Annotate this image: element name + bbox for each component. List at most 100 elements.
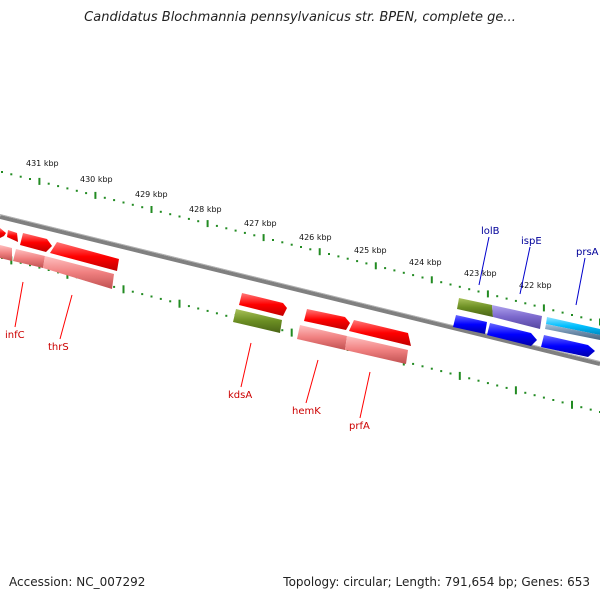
gene-feature[interactable] <box>545 324 600 340</box>
minor-tick <box>159 210 162 213</box>
major-tick <box>542 304 545 312</box>
major-tick <box>94 191 97 199</box>
minor-tick <box>440 370 443 373</box>
gene-feature[interactable] <box>453 315 487 334</box>
gene-feature[interactable] <box>50 242 119 271</box>
minor-tick <box>486 382 489 385</box>
minor-tick <box>113 199 116 202</box>
minor-tick <box>458 285 461 288</box>
minor-tick <box>402 271 405 274</box>
gene-feature[interactable] <box>297 325 347 350</box>
minor-tick <box>215 224 218 227</box>
minor-tick <box>449 283 452 286</box>
minor-tick <box>272 239 274 241</box>
map-title: Candidatus Blochmannia pennsylvanicus st… <box>84 10 516 25</box>
gene-label-prfA[interactable]: prfA <box>349 421 370 432</box>
minor-tick <box>561 401 564 404</box>
leader-line-ispE <box>519 246 531 295</box>
tick-label-429: 429 kbp <box>135 190 168 199</box>
minor-tick <box>103 196 106 199</box>
minor-tick <box>66 187 69 190</box>
minor-tick <box>197 307 200 310</box>
genome-backbone <box>0 215 600 366</box>
minor-tick <box>365 262 368 265</box>
gene-feature[interactable] <box>492 305 542 329</box>
gene-feature[interactable] <box>546 317 600 335</box>
leader-line-hemK <box>305 359 319 404</box>
tick-label-428: 428 kbp <box>189 205 222 214</box>
minor-tick <box>206 309 209 312</box>
gene-feature[interactable] <box>541 335 595 357</box>
minor-tick <box>85 192 88 195</box>
tick-label-425: 425 kbp <box>354 246 387 255</box>
minor-tick <box>113 285 116 288</box>
gene-feature[interactable] <box>13 249 45 268</box>
minor-tick <box>178 215 181 218</box>
minor-tick <box>580 406 583 409</box>
tick-label-423: 423 kbp <box>464 269 497 278</box>
minor-tick <box>300 246 302 248</box>
gene-label-infC[interactable]: infC <box>5 330 25 341</box>
outer-tick-dots <box>1 171 600 326</box>
minor-tick <box>580 316 583 319</box>
gene-feature[interactable] <box>233 309 282 333</box>
gene-feature[interactable] <box>349 320 411 346</box>
minor-tick <box>38 266 41 269</box>
gene-label-ispE[interactable]: ispE <box>521 236 542 247</box>
major-tick <box>290 328 293 337</box>
minor-tick <box>47 182 50 185</box>
leader-line-prfA <box>359 371 371 419</box>
minor-tick <box>514 299 517 302</box>
gene-label-prsA[interactable]: prsA <box>576 247 599 258</box>
major-tick <box>262 234 265 242</box>
gene-label-lolB[interactable]: lolB <box>481 226 500 237</box>
minor-tick <box>421 365 424 368</box>
major-tick <box>178 299 181 308</box>
minor-tick <box>346 257 349 260</box>
minor-tick <box>412 274 415 277</box>
major-tick <box>38 177 41 185</box>
minor-tick <box>309 248 312 251</box>
gene-feature[interactable] <box>0 228 6 238</box>
gene-feature[interactable] <box>20 233 52 252</box>
minor-tick <box>169 300 172 303</box>
gene-feature[interactable] <box>304 309 350 330</box>
gene-label-hemK[interactable]: hemK <box>292 406 321 417</box>
gene-feature[interactable] <box>0 245 12 261</box>
minor-tick <box>524 391 527 394</box>
minor-tick <box>524 302 527 305</box>
minor-tick <box>29 178 31 180</box>
minor-tick <box>421 276 424 279</box>
minor-tick <box>430 367 433 370</box>
gene-feature[interactable] <box>239 293 287 316</box>
minor-tick <box>496 295 499 298</box>
gene-feature[interactable] <box>487 323 537 346</box>
minor-tick <box>234 229 237 232</box>
minor-tick <box>225 314 228 317</box>
minor-tick <box>150 295 153 298</box>
tick-label-422: 422 kbp <box>519 281 552 290</box>
tick-labels: 431 kbp 430 kbp 429 kbp 428 kbp 427 kbp … <box>26 159 552 290</box>
leader-line-prsA <box>575 257 586 306</box>
genome-stats-text: Topology: circular; Length: 791,654 bp; … <box>283 575 590 589</box>
gene-label-thrS[interactable]: thrS <box>48 342 69 353</box>
minor-tick <box>440 281 443 284</box>
minor-tick <box>384 267 387 270</box>
minor-tick <box>290 243 293 246</box>
major-tick <box>430 276 433 284</box>
minor-tick <box>159 297 162 300</box>
minor-tick <box>253 234 256 237</box>
gene-label-kdsA[interactable]: kdsA <box>228 390 252 401</box>
minor-tick <box>225 227 228 230</box>
gene-feature[interactable] <box>43 256 114 289</box>
minor-tick <box>571 314 573 316</box>
leader-line-kdsA <box>240 342 252 388</box>
minor-tick <box>29 264 31 267</box>
minor-tick <box>187 217 190 220</box>
minor-tick <box>449 372 452 375</box>
minor-tick <box>131 290 134 293</box>
gene-feature[interactable] <box>7 230 18 242</box>
gene-feature[interactable] <box>345 336 408 364</box>
gene-feature[interactable] <box>457 298 493 317</box>
